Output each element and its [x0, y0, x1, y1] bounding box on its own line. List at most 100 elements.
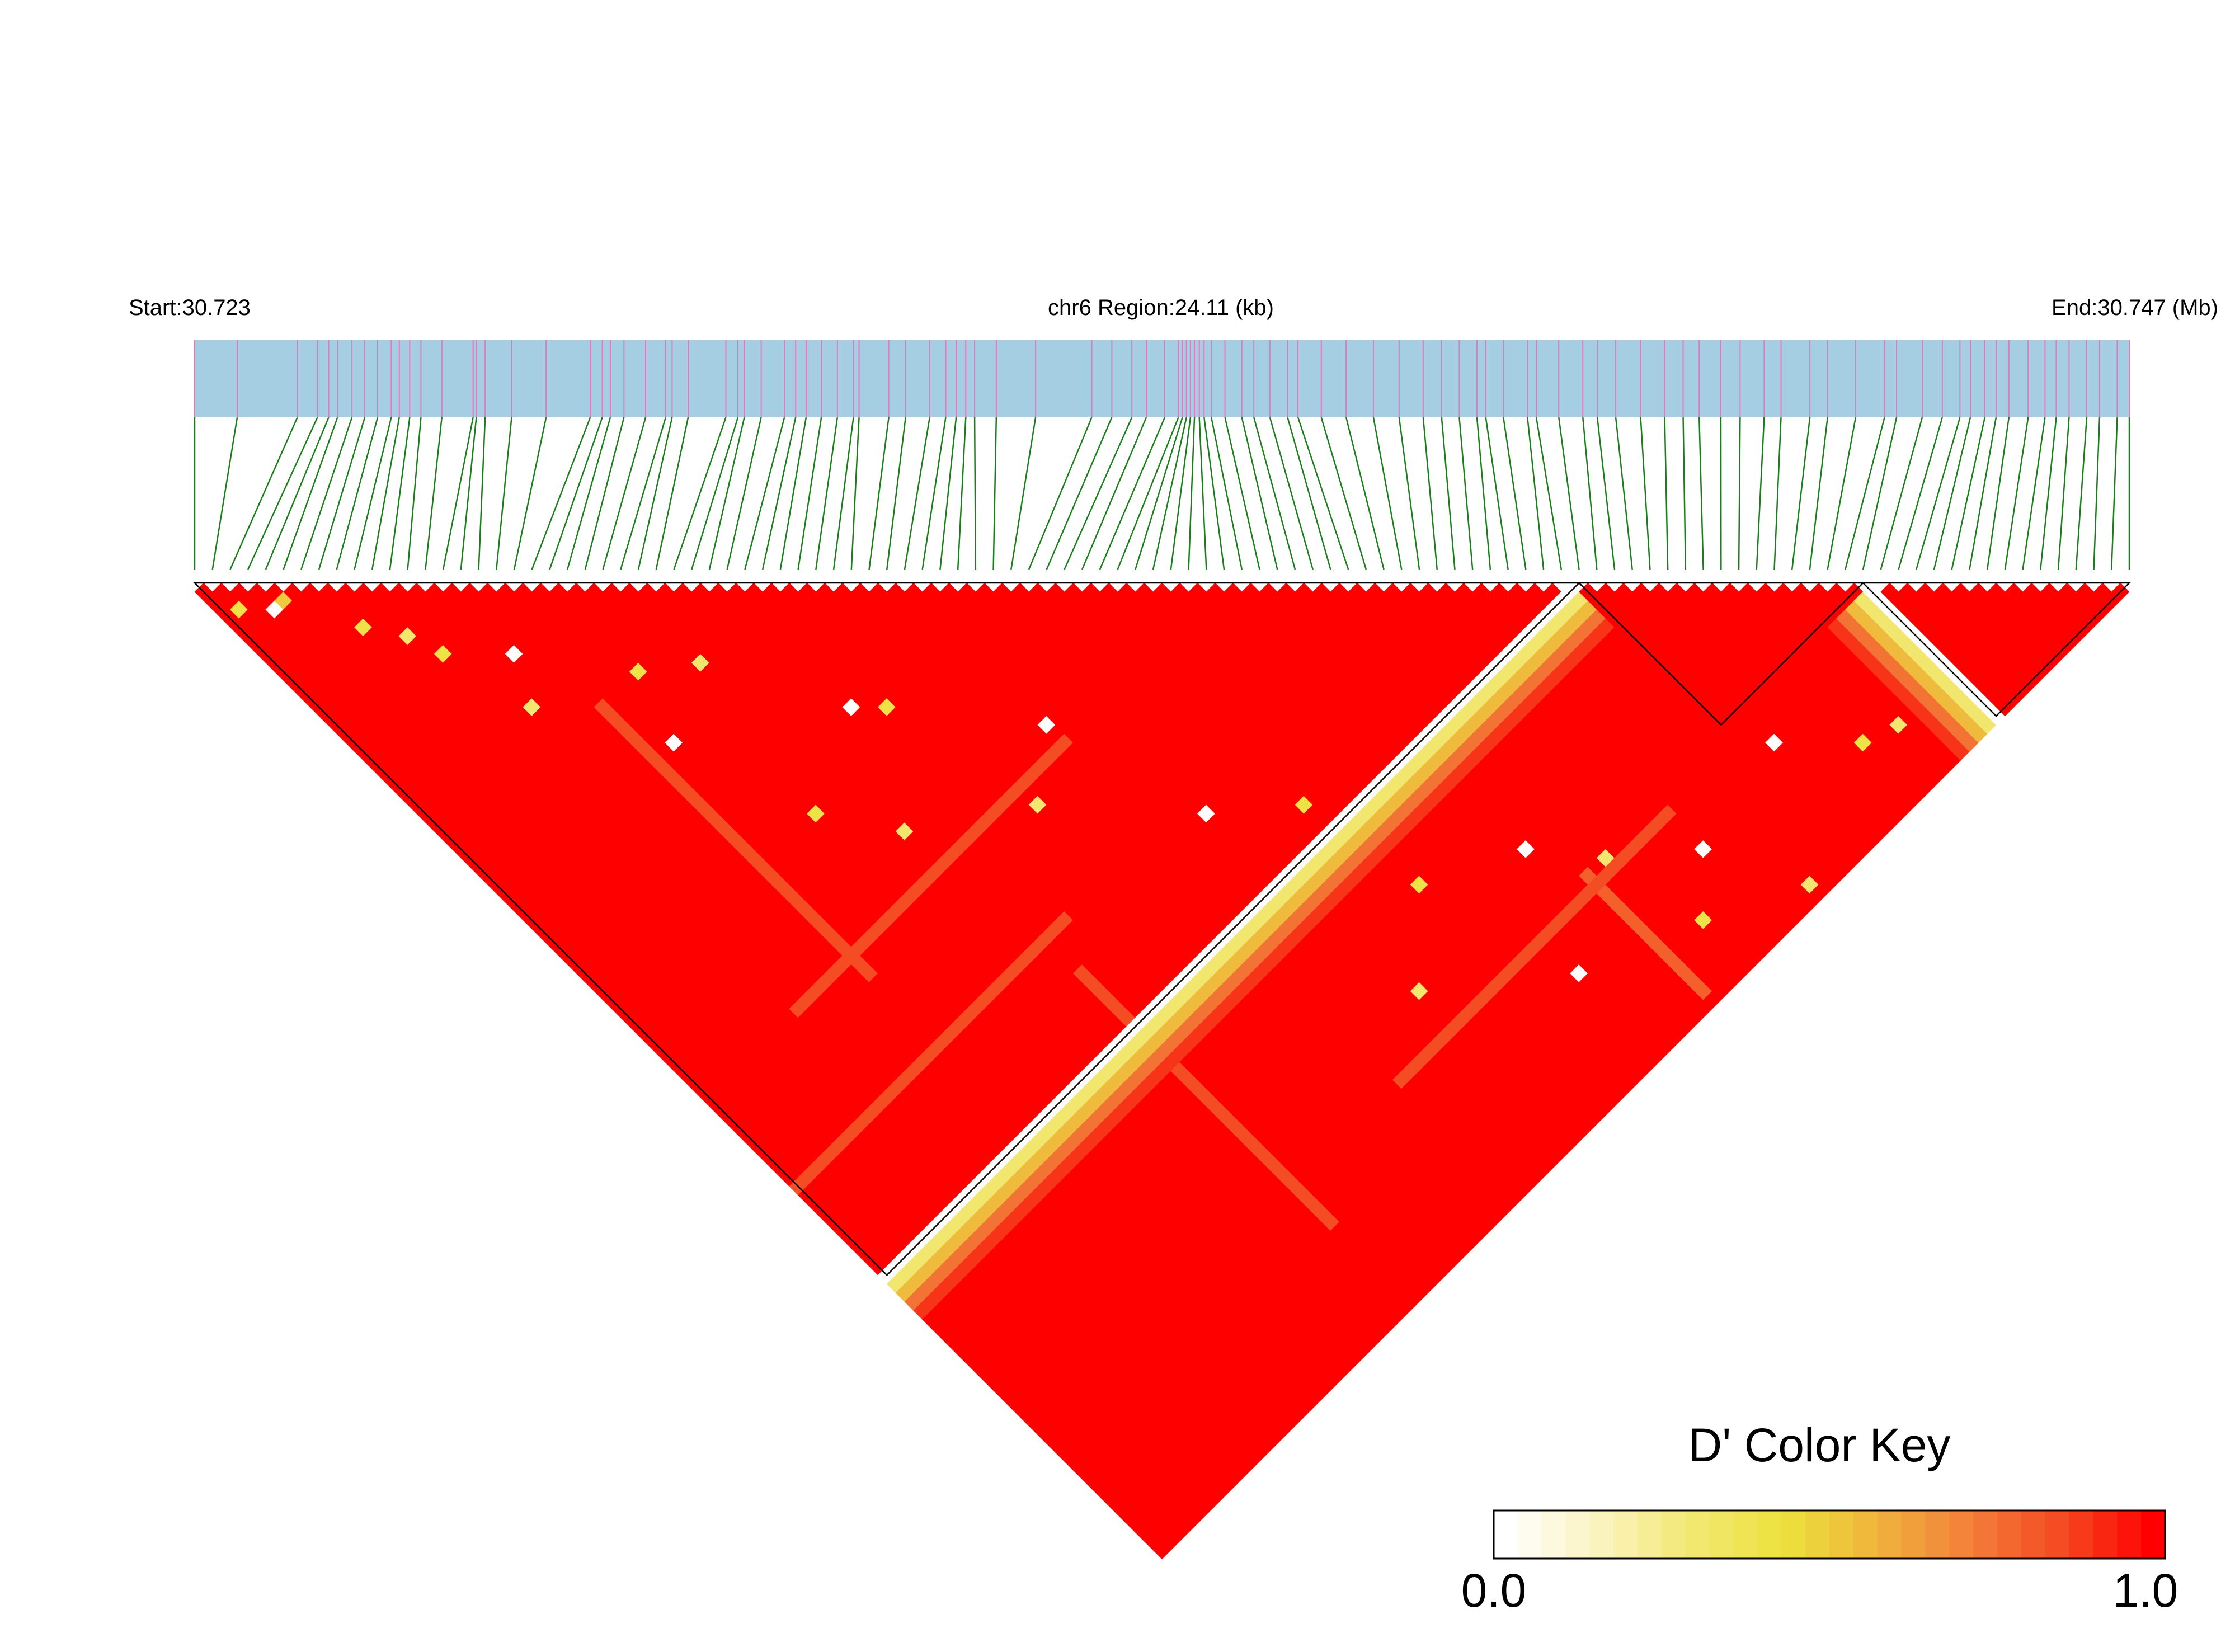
snp-connector	[973, 417, 977, 570]
snp-connector	[921, 417, 947, 570]
snp-connector	[1287, 417, 1331, 570]
snp-connector	[1773, 417, 1782, 570]
snp-connector	[389, 417, 411, 570]
snp-connector	[1933, 417, 1971, 570]
snp-connector	[2093, 417, 2101, 570]
snp-connector	[1010, 417, 1037, 570]
snp-connector	[1135, 417, 1183, 570]
snp-connector	[1224, 417, 1260, 570]
snp-connector	[478, 417, 486, 570]
snp-connector	[229, 417, 298, 570]
snp-connector	[1738, 417, 1741, 570]
snp-connector	[531, 417, 591, 570]
snp-connector	[1916, 417, 1961, 570]
snp-connector-lines	[194, 417, 2130, 570]
snp-connector	[2111, 417, 2118, 570]
snp-connector	[992, 417, 997, 570]
snp-connector	[637, 417, 673, 570]
snp-connector	[1527, 417, 1545, 570]
snp-connector	[425, 417, 443, 570]
snp-connector	[549, 417, 603, 570]
snp-connector	[691, 417, 739, 570]
snp-connector	[584, 417, 625, 570]
snp-connector	[2057, 417, 2070, 570]
snp-connector	[1422, 417, 1438, 570]
snp-connector	[1880, 417, 1923, 570]
snp-connector	[904, 417, 931, 570]
snp-connector	[1210, 417, 1243, 570]
snp-connector	[442, 417, 474, 570]
snp-connector	[1064, 417, 1133, 570]
snp-connector	[460, 417, 477, 570]
snp-connector	[1596, 417, 1616, 570]
snp-connector	[1099, 417, 1166, 570]
snp-connector	[567, 417, 611, 570]
snp-connector	[1845, 417, 1885, 570]
snp-connector	[513, 417, 547, 570]
snp-connector	[1117, 417, 1179, 570]
snp-connector	[726, 417, 762, 570]
snp-connector	[371, 417, 400, 570]
snp-connector	[1503, 417, 1527, 570]
snp-connector	[1458, 417, 1474, 570]
snp-connector	[283, 417, 338, 570]
snp-connector	[1476, 417, 1491, 570]
snp-connector	[1791, 417, 1811, 570]
snp-connector	[2075, 417, 2088, 570]
snp-connector	[602, 417, 647, 570]
snp-connector	[1640, 417, 1651, 570]
snp-connector	[1398, 417, 1420, 570]
snp-connector	[1969, 417, 1997, 570]
snp-connector	[407, 417, 422, 570]
snp-connector	[1898, 417, 1944, 570]
snp-connector	[815, 417, 839, 570]
snp-connector	[2022, 417, 2046, 570]
snp-connector	[300, 417, 353, 570]
snp-connector	[1698, 417, 1704, 570]
snp-connector	[1046, 417, 1113, 570]
snp-connector	[832, 417, 854, 570]
snp-connector	[1297, 417, 1349, 570]
snp-connector	[1558, 417, 1580, 570]
snp-connector	[886, 417, 906, 570]
snp-connector	[850, 417, 860, 570]
snp-connector	[1170, 417, 1192, 570]
snp-connector	[957, 417, 967, 570]
snp-connector	[496, 417, 512, 570]
snp-connector	[1441, 417, 1456, 570]
start-label: Start:30.723	[129, 295, 251, 320]
snp-connector	[655, 417, 689, 570]
snp-connector	[2040, 417, 2057, 570]
snp-connector	[779, 417, 807, 570]
snp-connector	[1615, 417, 1633, 570]
snp-connector	[1269, 417, 1314, 570]
end-label: End:30.747 (Mb)	[2052, 295, 2218, 320]
snp-connector	[354, 417, 392, 570]
snp-connector	[247, 417, 318, 570]
snp-connector	[620, 417, 667, 570]
snp-connector	[1986, 417, 2010, 570]
snp-connector	[1028, 417, 1093, 570]
snp-connector	[673, 417, 727, 570]
snp-connector	[1809, 417, 1828, 570]
snp-connector	[1862, 417, 1898, 570]
snp-connector	[1081, 417, 1147, 570]
snp-connector	[1485, 417, 1509, 570]
snp-connector	[1582, 417, 1598, 570]
snp-connector	[211, 417, 238, 570]
snp-connector	[318, 417, 366, 570]
snp-connector	[1664, 417, 1669, 570]
snp-connector	[1152, 417, 1187, 570]
snp-ticks	[194, 340, 2130, 417]
snp-connector	[939, 417, 957, 570]
snp-connector	[797, 417, 822, 570]
snp-connector	[761, 417, 797, 570]
region-label: chr6 Region:24.11 (kb)	[1048, 295, 1274, 320]
snp-connector	[868, 417, 890, 570]
snp-connector	[1682, 417, 1687, 570]
snp-connector	[1345, 417, 1385, 570]
snp-connector	[1241, 417, 1278, 570]
snp-connector	[2004, 417, 2029, 570]
snp-connector	[1198, 417, 1207, 570]
